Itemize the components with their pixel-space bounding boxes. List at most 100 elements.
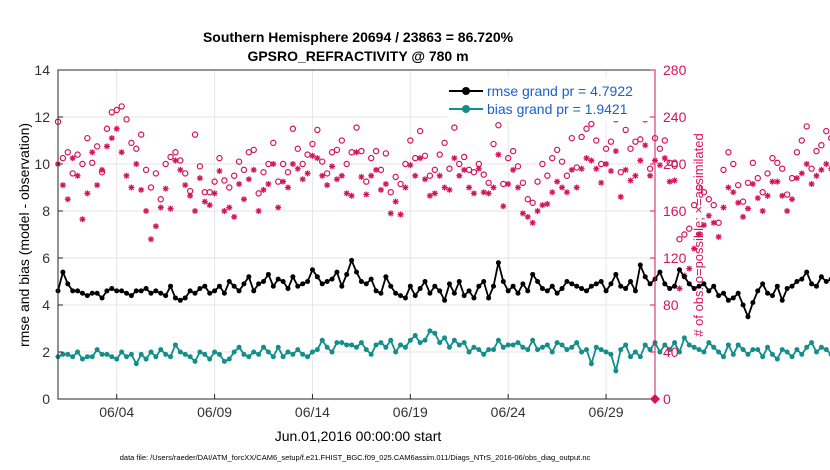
rmse-point xyxy=(231,283,237,289)
rmse-point xyxy=(383,274,389,280)
rmse-point xyxy=(309,267,315,273)
possible-obs-point xyxy=(59,154,67,162)
possible-obs-point xyxy=(783,191,791,198)
bias-point xyxy=(632,349,638,355)
bias-point xyxy=(119,349,125,355)
possible-obs-point xyxy=(64,149,71,156)
assimilated-obs-point xyxy=(353,149,360,156)
bias-point xyxy=(637,354,643,360)
assimilated-obs-point xyxy=(578,165,585,172)
assimilated-obs-point xyxy=(377,186,384,193)
possible-obs-point xyxy=(240,166,248,174)
rmse-point xyxy=(681,274,687,280)
assimilated-obs-point xyxy=(710,219,717,226)
possible-obs-point xyxy=(808,165,815,172)
rmse-point xyxy=(520,281,526,287)
assimilated-obs-point xyxy=(632,172,639,179)
possible-obs-point xyxy=(769,154,776,162)
bias-point xyxy=(647,347,653,353)
rmse-point xyxy=(706,288,712,294)
possible-obs-point xyxy=(519,179,527,186)
rmse-point xyxy=(104,288,110,294)
bias-point xyxy=(163,351,169,357)
possible-obs-point xyxy=(744,179,752,186)
possible-obs-point xyxy=(573,164,580,171)
rmse-point xyxy=(495,260,501,266)
rmse-point xyxy=(505,288,511,294)
possible-obs-point xyxy=(607,138,615,145)
bias-point xyxy=(172,342,178,348)
bias-point xyxy=(427,328,433,334)
rmse-point xyxy=(373,288,379,294)
assimilated-obs-point xyxy=(779,192,786,199)
assimilated-obs-point xyxy=(764,192,771,199)
bias-point xyxy=(265,349,271,355)
assimilated-obs-point xyxy=(152,223,159,230)
y-tick-label-right: 0 xyxy=(663,391,671,407)
y-tick-label-right: 200 xyxy=(663,156,687,172)
assimilated-obs-point xyxy=(686,265,693,272)
assimilated-obs-point xyxy=(143,208,150,214)
possible-obs-point xyxy=(759,188,766,196)
rmse-point xyxy=(603,288,609,294)
bias-point xyxy=(402,344,408,350)
assimilated-obs-point xyxy=(544,200,551,207)
rmse-point xyxy=(153,288,159,294)
bias-point xyxy=(711,344,717,350)
rmse-point xyxy=(662,281,668,287)
rmse-point xyxy=(143,286,149,292)
assimilated-obs-point xyxy=(270,161,277,167)
rmse-point xyxy=(84,293,90,299)
rmse-point xyxy=(637,262,643,268)
possible-obs-point xyxy=(485,179,492,186)
bias-point xyxy=(212,349,218,355)
rmse-point xyxy=(544,288,550,294)
rmse-point xyxy=(236,288,242,294)
y-tick-label-left: 4 xyxy=(42,297,50,313)
rmse-point xyxy=(823,279,829,284)
bias-point xyxy=(667,347,673,353)
assimilated-obs-point xyxy=(436,172,443,179)
assimilated-obs-point xyxy=(226,204,233,211)
bias-point xyxy=(192,358,198,364)
rmse-point xyxy=(427,290,433,296)
possible-obs-point xyxy=(255,190,262,197)
rmse-point xyxy=(119,288,125,294)
rmse-point xyxy=(628,279,634,284)
possible-obs-point xyxy=(549,154,556,162)
bias-point xyxy=(319,337,325,343)
bias-point xyxy=(363,347,369,353)
possible-obs-point xyxy=(421,152,429,159)
possible-obs-point xyxy=(622,126,629,134)
x-axis-label: Jun.01,2016 00:00:00 start xyxy=(275,428,442,444)
bias-point xyxy=(539,344,545,350)
rmse-point xyxy=(241,281,247,287)
assimilated-obs-point xyxy=(74,172,81,179)
rmse-point xyxy=(564,279,570,284)
bias-point xyxy=(466,349,472,355)
possible-obs-point xyxy=(196,163,204,170)
rmse-point xyxy=(275,276,281,282)
possible-obs-point xyxy=(333,146,341,154)
bias-point xyxy=(735,342,741,348)
bias-point xyxy=(520,344,526,350)
assimilated-obs-point xyxy=(319,172,326,179)
bias-point xyxy=(378,340,384,346)
rmse-point xyxy=(657,269,663,275)
possible-obs-point xyxy=(568,134,576,142)
bias-point xyxy=(207,356,213,362)
bias-point xyxy=(676,349,682,355)
assimilated-obs-point xyxy=(505,180,512,187)
possible-obs-point xyxy=(725,149,732,156)
rmse-point xyxy=(412,293,418,299)
legend: rmse grand pr = 4.7922 bias grand pr = 1… xyxy=(447,77,649,121)
bias-point xyxy=(750,347,756,353)
possible-obs-point xyxy=(827,135,830,142)
possible-obs-point xyxy=(563,172,571,179)
bias-point xyxy=(505,342,511,348)
bias-point xyxy=(818,344,824,350)
rmse-point xyxy=(324,279,330,284)
assimilated-obs-point xyxy=(784,208,791,214)
bias-point xyxy=(779,347,785,353)
rmse-point xyxy=(349,257,355,263)
